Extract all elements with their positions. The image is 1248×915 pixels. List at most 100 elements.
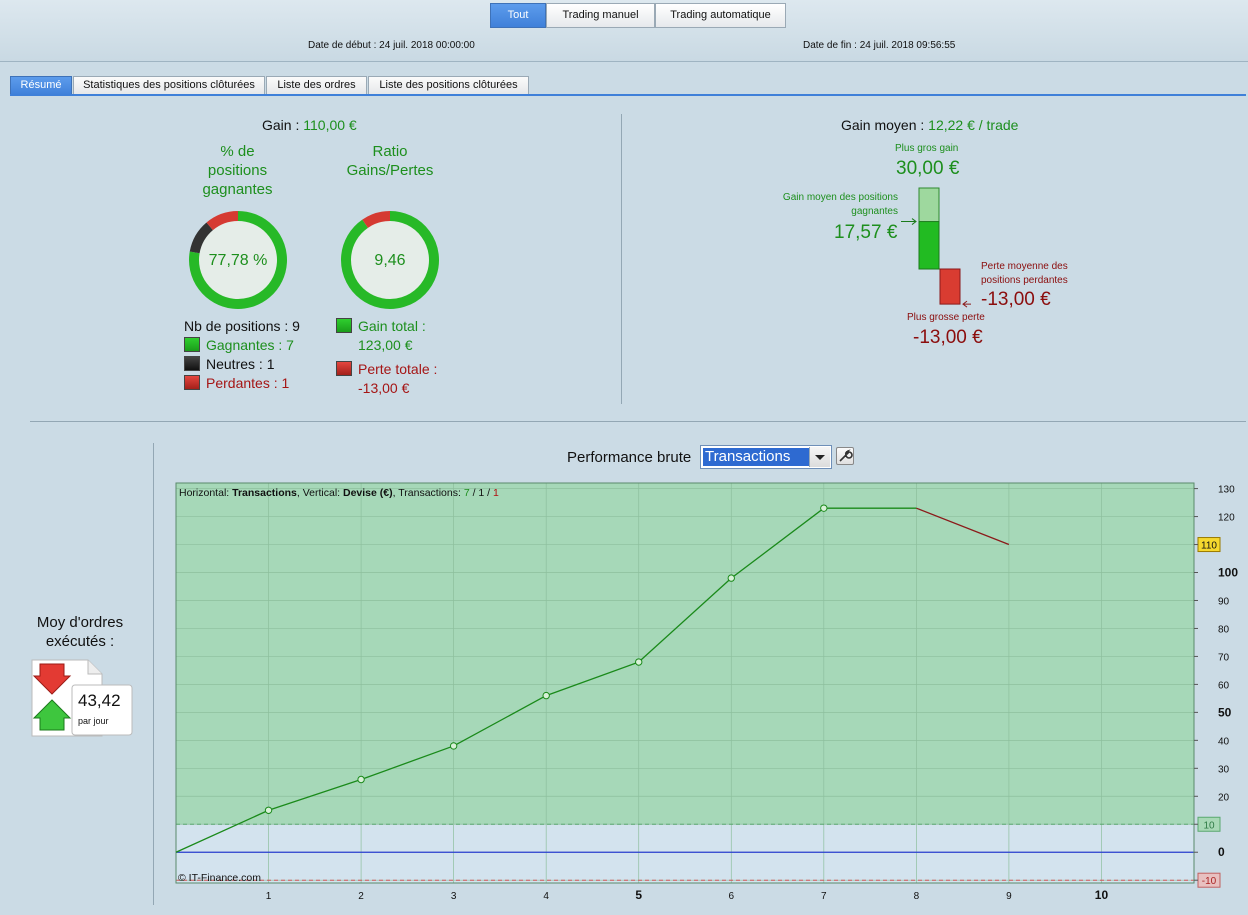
- performance-chart: 1 2 3 4 5 6 7 8 9 1013012010090807060504030200110…: [175, 482, 1238, 902]
- performance-select[interactable]: Transactions: [700, 445, 832, 469]
- orders-value: 43,42: [78, 691, 121, 710]
- info-t-win: 7: [464, 487, 470, 499]
- avg-win-bar: [918, 221, 940, 270]
- gain-value: 110,00 €: [303, 117, 357, 133]
- avg-loss-arrow-icon: [962, 300, 971, 308]
- y-tick-label: 100: [1218, 566, 1238, 580]
- average-bars: [901, 187, 971, 308]
- mode-tab-all[interactable]: Tout: [490, 3, 546, 28]
- losers-label: Perdantes : 1: [206, 375, 290, 391]
- donut-center: [344, 214, 436, 306]
- start-date-label: Date de début :: [308, 40, 377, 51]
- chart-watermark: © IT-Finance.com: [178, 872, 261, 884]
- series-segment: [360, 745, 454, 781]
- orders-unit: par jour: [78, 716, 109, 726]
- y-tick-label: 90: [1218, 596, 1230, 607]
- series-point: [542, 691, 550, 700]
- info-h-value: Transactions: [232, 487, 297, 499]
- orders-title-line: exécutés :: [45, 633, 115, 650]
- neutral-label: Neutres : 1: [206, 356, 275, 372]
- y-highlight-label: 110: [1201, 541, 1217, 552]
- end-date: Date de fin : 24 juil. 2018 09:56:55: [803, 40, 955, 51]
- max-loss-value: -13,00 €: [913, 327, 983, 348]
- ratio-value: 9,46: [374, 252, 405, 269]
- total-loss-label: Perte totale :: [358, 361, 438, 377]
- winpct-slice-win: [189, 211, 287, 309]
- avg-gain-value: 12,22 € / trade: [928, 117, 1019, 133]
- x-tick-label: 7: [821, 891, 827, 902]
- x-tick-label: 8: [914, 891, 920, 902]
- total-loss-swatch: [336, 361, 352, 376]
- info-v-label: , Vertical:: [297, 487, 343, 499]
- y-tick-label: 40: [1218, 736, 1230, 747]
- performance-select-button[interactable]: [809, 447, 830, 467]
- series-point: [264, 806, 273, 814]
- chart-settings-button[interactable]: [836, 447, 854, 465]
- series-segment: [916, 507, 1010, 546]
- winners-swatch: [184, 337, 200, 352]
- mode-tab-automatic[interactable]: Trading automatique: [655, 3, 786, 28]
- mode-tab-manual[interactable]: Trading manuel: [546, 3, 655, 28]
- winpct-title-line: % de: [220, 143, 255, 160]
- series-point: [357, 775, 365, 784]
- total-gain-label: Gain total :: [358, 318, 426, 334]
- avg-win-label-line: gagnantes: [851, 206, 898, 217]
- start-date-value: 24 juil. 2018 00:00:00: [379, 40, 475, 51]
- losers-swatch: [184, 375, 200, 390]
- series-point: [449, 742, 458, 750]
- wrench-icon: [839, 449, 853, 462]
- mode-tabs: Tout Trading manuel Trading automatique: [490, 3, 786, 28]
- x-tick-label: 2: [358, 891, 364, 902]
- info-t-sep: /: [470, 487, 479, 499]
- chevron-down-icon: [815, 455, 825, 460]
- x-tick-label: 10: [1095, 888, 1109, 902]
- series-point: [820, 504, 828, 512]
- winpct-slice-loss: [206, 211, 239, 231]
- info-v-value: Devise (€): [343, 487, 393, 499]
- series-point: [727, 574, 735, 582]
- summary-divider: [621, 114, 622, 404]
- info-t-label: , Transactions:: [393, 487, 464, 499]
- total-gain-value: 123,00 €: [358, 337, 413, 353]
- winpct-value: 77,78 %: [209, 252, 268, 269]
- info-h-label: Horizontal:: [179, 487, 232, 499]
- avg-gain-heading: Gain moyen : 12,22 € / trade: [841, 117, 1018, 133]
- sub-tabs: Résumé Statistiques des positions clôtur…: [0, 62, 1248, 95]
- ratio-title-line: Ratio: [372, 143, 408, 160]
- total-loss-value: -13,00 €: [358, 380, 410, 396]
- tab-closed-positions[interactable]: Liste des positions clôturées: [368, 76, 529, 95]
- start-date: Date de début : 24 juil. 2018 00:00:00: [308, 40, 475, 51]
- up-arrow-icon: [32, 699, 72, 731]
- series-segment: [175, 809, 269, 853]
- series-segment: [730, 507, 825, 579]
- avg-loss-value: -13,00 €: [981, 289, 1051, 310]
- tab-orders[interactable]: Liste des ordres: [266, 76, 367, 95]
- y-highlight-label: 10: [1203, 820, 1215, 831]
- tab-closed-stats[interactable]: Statistiques des positions clôturées: [73, 76, 265, 95]
- winpct-title-line: positions: [207, 162, 268, 179]
- ratio-slice-gain: [341, 211, 439, 309]
- x-tick-label: 3: [451, 891, 457, 902]
- ratio-slice-loss: [362, 211, 391, 228]
- y-tick-label: 20: [1218, 792, 1230, 803]
- y-tick-label: 50: [1218, 705, 1232, 719]
- x-tick-label: 5: [635, 888, 642, 902]
- chart-info: Horizontal: Transactions, Vertical: Devi…: [179, 487, 499, 499]
- avg-win-label-line: Gain moyen des positions: [782, 192, 898, 203]
- avg-loss-label-line: positions perdantes: [981, 275, 1068, 286]
- avg-loss-label-line: Perte moyenne des: [981, 261, 1068, 272]
- series-point: [635, 658, 643, 666]
- orders-card: [71, 684, 133, 736]
- neutral-zone: [176, 824, 1194, 883]
- orders-title-line: Moy d'ordres: [36, 614, 124, 631]
- y-tick-label: 120: [1218, 513, 1235, 524]
- winpct-title-line: gagnantes: [202, 181, 273, 198]
- info-t-loss: 1: [493, 487, 499, 499]
- tab-summary[interactable]: Résumé: [10, 76, 72, 95]
- orders-title: Moy d'ordres exécutés :: [20, 613, 140, 651]
- winpct-slice-neutral: [189, 222, 214, 254]
- x-tick-label: 6: [728, 891, 734, 902]
- ratio-title: Ratio Gains/Pertes: [340, 142, 440, 180]
- winpct-donut: 77,78 %: [189, 211, 287, 309]
- avg-loss-label: Perte moyenne des positions perdantes: [981, 260, 1068, 288]
